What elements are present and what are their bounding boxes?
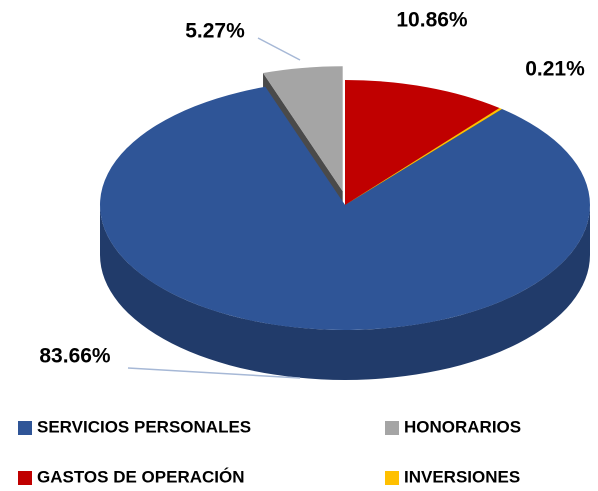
slice bbox=[263, 66, 343, 192]
data-label: 5.27% bbox=[185, 20, 245, 43]
legend-swatch bbox=[385, 421, 399, 435]
legend: SERVICIOS PERSONALES HONORARIOS GASTOS DE … bbox=[18, 417, 521, 486]
legend-label: INVERSIONES bbox=[404, 467, 520, 486]
data-label: 10.86% bbox=[396, 9, 468, 32]
legend-label: HONORARIOS bbox=[404, 417, 521, 436]
labels: 83.66% 5.27% 10.86% 0.21% bbox=[39, 9, 585, 379]
leader-line bbox=[127, 367, 301, 379]
pie bbox=[100, 66, 591, 380]
legend-label: GASTOS DE OPERACIÓN bbox=[37, 467, 245, 486]
legend-swatch bbox=[385, 471, 399, 485]
slice-side bbox=[100, 205, 590, 380]
legend-label: SERVICIOS PERSONALES bbox=[37, 417, 251, 436]
legend-swatch bbox=[18, 421, 32, 435]
slice bbox=[345, 80, 500, 205]
legend-swatch bbox=[18, 471, 32, 485]
slice bbox=[345, 107, 502, 205]
slice bbox=[100, 86, 591, 330]
data-label: 0.21% bbox=[525, 58, 585, 81]
leader-line bbox=[257, 37, 301, 61]
data-label: 83.66% bbox=[39, 345, 111, 368]
